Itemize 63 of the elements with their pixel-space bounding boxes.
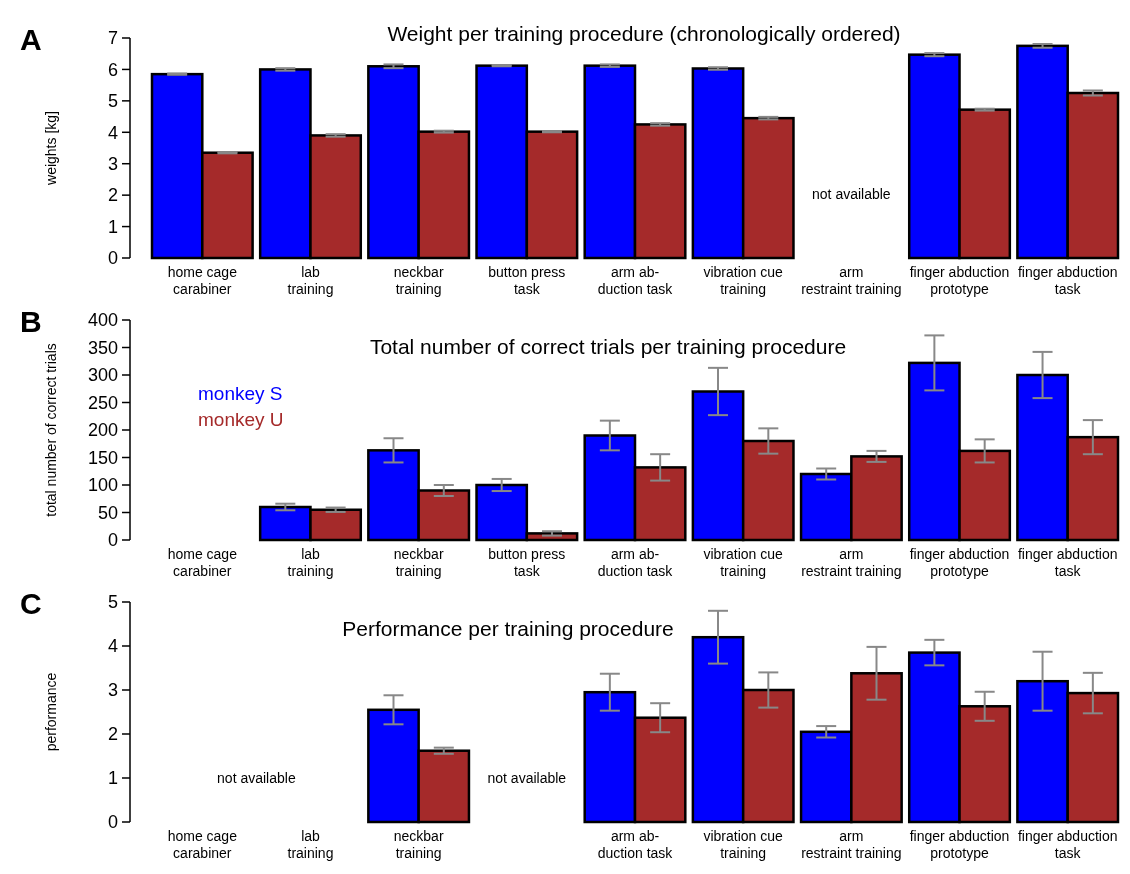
annotation: not available (217, 769, 296, 786)
text: B (20, 305, 42, 338)
x-tick-label: finger abduction task (1017, 546, 1118, 579)
x-tick-label: neckbar training (393, 828, 444, 861)
y-tick-label: 2 (107, 185, 118, 206)
y-tick-label: 300 (87, 365, 118, 386)
y-tick-label: 150 (87, 447, 118, 468)
y-axis-title: weights [kg] (43, 111, 59, 186)
x-tick-label: vibration cue training (703, 546, 784, 579)
x-tick-label: lab training (287, 264, 334, 297)
y-tick-label: 7 (107, 28, 118, 49)
y-tick-label: 0 (107, 248, 118, 269)
text: C (20, 587, 42, 620)
y-tick-label: 0 (107, 812, 118, 833)
text: monkey S (198, 383, 283, 404)
x-tick-label: lab training (287, 546, 334, 579)
y-tick-label: 4 (107, 122, 118, 143)
y-axis-title: total number of correct trials (43, 343, 59, 517)
x-tick-label: button press task (488, 264, 566, 297)
y-axis-title: performance (43, 672, 59, 752)
x-tick-label: finger abduction prototype (909, 264, 1010, 297)
x-tick-label: neckbar training (393, 546, 444, 579)
y-tick-label: 0 (107, 530, 118, 551)
x-tick-label: vibration cue training (703, 828, 784, 861)
x-tick-label: home cage carabiner (167, 546, 238, 579)
y-tick-label: 1 (107, 768, 118, 789)
x-tick-label: neckbar training (393, 264, 444, 297)
y-tick-label: 2 (107, 724, 118, 745)
x-tick-label: arm ab- duction task (597, 546, 674, 579)
y-tick-label: 5 (107, 91, 118, 112)
x-tick-label: lab training (287, 828, 334, 861)
text: Total number of correct trials per training procedure (369, 335, 847, 358)
x-tick-label: arm ab- duction task (597, 264, 674, 297)
y-tick-label: 400 (87, 310, 118, 331)
x-tick-label: home cage carabiner (167, 264, 238, 297)
x-tick-label: arm restraint training (801, 546, 902, 579)
x-tick-label: vibration cue training (703, 264, 784, 297)
y-tick-label: 3 (107, 154, 118, 175)
x-tick-label: finger abduction prototype (909, 546, 1010, 579)
text: A (20, 23, 42, 56)
x-tick-label: home cage carabiner (167, 828, 238, 861)
y-tick-label: 200 (87, 420, 118, 441)
text: monkey U (198, 409, 284, 430)
annotation: not available (487, 769, 567, 786)
annotation: not available (812, 186, 891, 203)
y-tick-label: 350 (87, 337, 118, 358)
x-tick-label: button press task (488, 546, 566, 579)
y-tick-label: 3 (107, 680, 118, 701)
x-tick-label: finger abduction prototype (909, 828, 1010, 861)
x-tick-label: arm ab- duction task (597, 828, 674, 861)
chart-title: Weight per training procedure (chronologically ordered) (387, 22, 901, 45)
text: Performance per training procedure (342, 617, 674, 640)
y-tick-label: 50 (97, 502, 118, 523)
y-tick-label: 6 (107, 59, 118, 80)
y-tick-label: 1 (107, 216, 118, 237)
x-tick-label: finger abduction task (1017, 264, 1118, 297)
y-tick-label: 4 (107, 636, 118, 657)
y-tick-label: 250 (87, 392, 118, 413)
x-tick-label: arm restraint training (801, 828, 902, 861)
x-tick-label: finger abduction task (1017, 828, 1118, 861)
y-tick-label: 100 (87, 475, 118, 496)
y-tick-label: 5 (107, 592, 118, 613)
x-tick-label: arm restraint training (801, 264, 902, 297)
